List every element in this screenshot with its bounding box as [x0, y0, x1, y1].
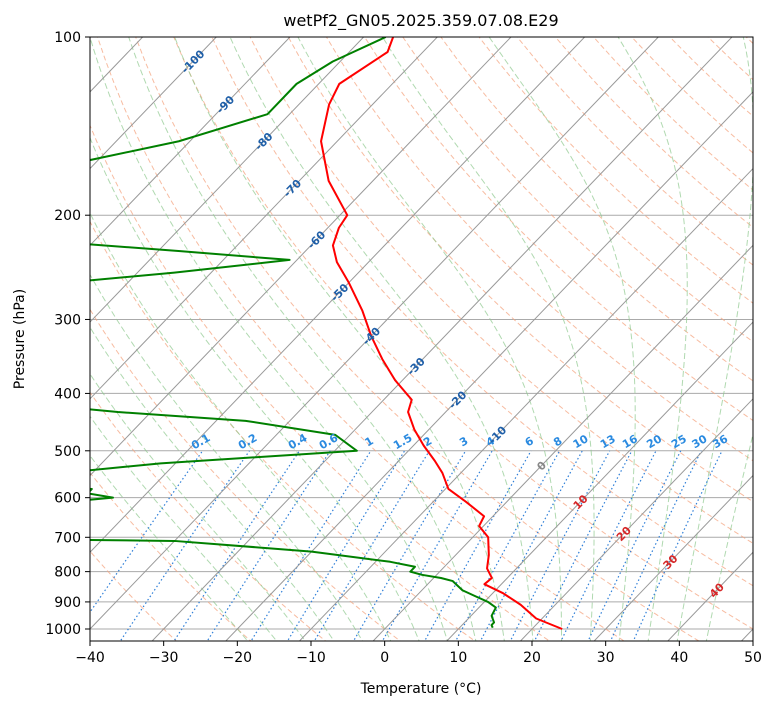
- x-tick-label: 0: [380, 650, 389, 666]
- mixing-ratio-line: [286, 450, 406, 641]
- dry-adiabat: [440, 37, 753, 343]
- profile-series: [90, 37, 563, 630]
- dewpoint-series-line: [90, 37, 497, 629]
- x-tick-label: −40: [75, 650, 105, 666]
- moist-adiabat: [488, 37, 636, 641]
- isotherm-line: [90, 37, 660, 630]
- mixing-ratio-line: [173, 450, 300, 641]
- dry-adiabat: [96, 37, 626, 641]
- x-axis-label: Temperature (°C): [360, 681, 482, 697]
- isotherm-line: [298, 167, 753, 641]
- y-tick-label: 800: [54, 565, 81, 581]
- isotherm-line: [90, 37, 218, 170]
- y-tick-label: 1000: [45, 622, 81, 638]
- mixing-ratio-line: [206, 450, 331, 641]
- mixing-ratio-line: [250, 450, 372, 641]
- x-tick-label: −20: [223, 650, 253, 666]
- dry-adiabat: [287, 37, 753, 503]
- mixing-ratio-line: [479, 450, 583, 641]
- moist-adiabat: [90, 273, 363, 641]
- mixing-ratio-line: [313, 450, 430, 641]
- dry-adiabat: [90, 471, 252, 641]
- moist-adiabat: [128, 37, 477, 641]
- x-tick-label: 10: [449, 650, 467, 666]
- moist-adiabat: [297, 37, 563, 641]
- chart-title: wetPf2_GN05.2025.359.07.08.E29: [283, 11, 558, 31]
- dry-adiabat: [90, 124, 551, 641]
- isotherm-line: [593, 474, 753, 641]
- isotherm-line: [446, 321, 753, 641]
- temperature-series-line: [320, 37, 563, 630]
- isotherm-line: [90, 37, 512, 477]
- x-tick-label: −30: [149, 650, 179, 666]
- y-tick-label: 300: [54, 312, 81, 328]
- moist-adiabat: [676, 37, 753, 641]
- moist-adiabat: [90, 37, 449, 641]
- plot-frame: [89, 36, 754, 642]
- plot-area: 0.1 0.2 0.4 0.6 1 1.5 2 3 4 6 8 10 13 16 20 25 30 36-100-…: [90, 37, 753, 641]
- moist-adiabat: [90, 326, 335, 641]
- mixing-ratio-line: [119, 450, 250, 641]
- moist-adiabat: [382, 37, 595, 641]
- isotherm-line: [90, 37, 439, 400]
- moist-adiabat: [90, 211, 392, 641]
- dry-adiabat: [364, 37, 753, 422]
- mixing-ratio-line: [609, 450, 702, 641]
- x-tick-label: −10: [296, 650, 326, 666]
- moist-adiabat: [90, 415, 278, 641]
- y-axis-ticks: 100 200 300 400 500 600 700 800 900 1000: [45, 30, 90, 638]
- isotherm-line: [372, 244, 753, 641]
- isobar-gridlines: [90, 37, 753, 630]
- isotherm-line: [90, 37, 365, 323]
- mixing-ratio-line: [381, 450, 493, 641]
- moist-adiabat: [90, 454, 249, 641]
- y-tick-label: 600: [54, 491, 81, 507]
- x-tick-label: 40: [670, 650, 688, 666]
- y-tick-label: 900: [54, 595, 81, 611]
- y-axis-label: Pressure (hPa): [12, 289, 28, 389]
- mixing-ratio-line: [455, 450, 561, 641]
- x-tick-label: 50: [744, 650, 762, 666]
- moist-adiabat: [90, 373, 306, 641]
- dry-adiabat: [90, 308, 401, 641]
- dry-adiabat: [402, 37, 753, 382]
- x-tick-label: 20: [523, 650, 541, 666]
- y-tick-label: 400: [54, 386, 81, 402]
- mixing-ratio-line: [423, 450, 532, 641]
- moist-adiabat: [617, 37, 688, 641]
- moist-adiabat: [174, 37, 505, 641]
- isotherm-line: [519, 398, 753, 641]
- dry-adiabat: [90, 220, 476, 641]
- isotherm-line: [225, 91, 753, 641]
- isotherm-line: [90, 37, 291, 247]
- dry-adiabat: [90, 391, 327, 641]
- mixing-ratio-line: [587, 450, 682, 641]
- y-tick-label: 700: [54, 530, 81, 546]
- y-tick-label: 200: [54, 208, 81, 224]
- y-tick-label: 500: [54, 444, 81, 460]
- moist-adiabat: [90, 136, 420, 641]
- dry-adiabat: [211, 37, 753, 587]
- isotherm-line: [90, 37, 586, 553]
- dry-adiabat: [135, 37, 700, 641]
- x-tick-label: 30: [597, 650, 615, 666]
- x-axis-ticks: −40 −30 −20 −10 0 10 20 30 40 50: [75, 641, 762, 666]
- y-tick-label: 100: [54, 30, 81, 46]
